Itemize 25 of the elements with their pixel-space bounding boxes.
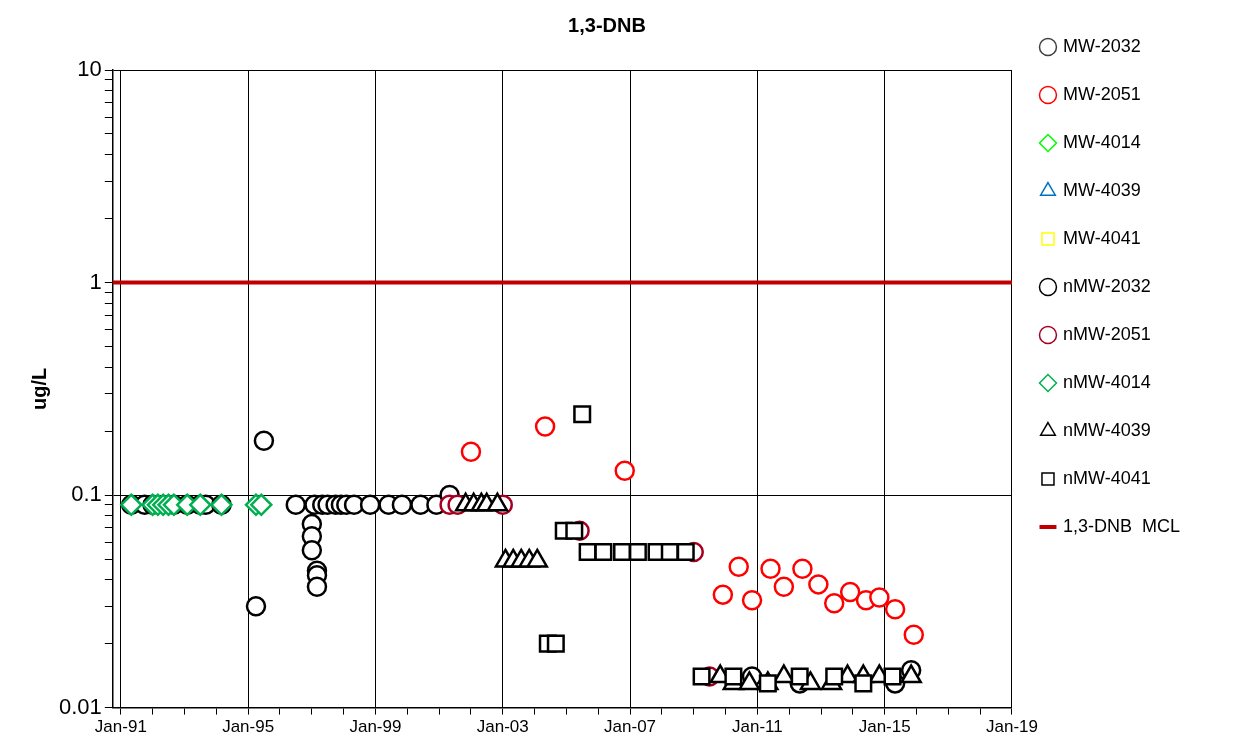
y-axis-title: ug/L (27, 367, 50, 410)
legend-label: MW-2032 (1062, 35, 1141, 56)
legend-label: MW-4014 (1062, 131, 1141, 152)
legend-label: nMW-2051 (1062, 323, 1151, 344)
y-tick-label: 0.01 (58, 693, 102, 719)
legend-label: 1,3-DNB MCL (1062, 515, 1180, 536)
x-tick-label: Jan-91 (94, 717, 147, 737)
y-tick-label: 10 (77, 56, 102, 82)
legend-label: MW-4041 (1062, 227, 1141, 248)
x-tick-label: Jan-07 (604, 717, 657, 737)
x-tick-label: Jan-03 (476, 717, 529, 737)
legend-label: nMW-2032 (1062, 275, 1151, 296)
chart-title: 1,3-DNB (568, 13, 646, 36)
legend-label: nMW-4039 (1062, 419, 1151, 440)
x-tick-label: Jan-11 (732, 717, 783, 737)
legend-label: nMW-4014 (1062, 371, 1151, 392)
y-tick-label: 0.1 (71, 481, 102, 507)
legend-label: MW-2051 (1062, 83, 1141, 104)
x-tick-label: Jan-19 (985, 717, 1038, 737)
y-tick-label: 1 (89, 268, 102, 294)
x-tick-label: Jan-99 (349, 717, 402, 737)
legend-label: MW-4039 (1062, 179, 1141, 200)
x-tick-label: Jan-15 (858, 717, 911, 737)
legend-label: nMW-4041 (1062, 467, 1151, 488)
x-tick-label: Jan-95 (222, 717, 275, 737)
